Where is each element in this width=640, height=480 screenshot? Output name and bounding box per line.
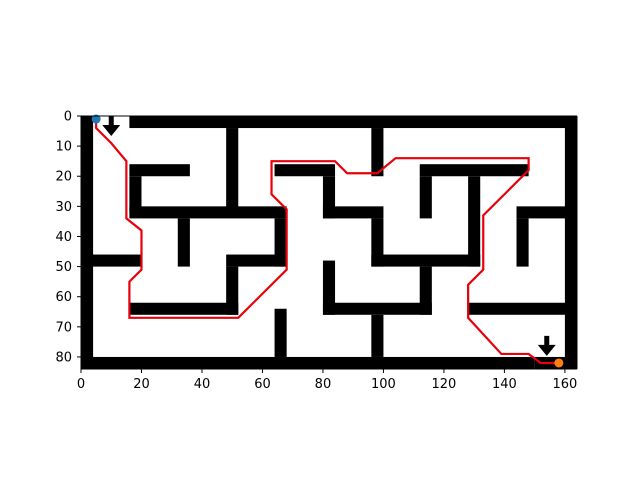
- x-tick-label: 160: [552, 377, 577, 392]
- y-tick-label: 80: [55, 350, 72, 365]
- x-tick-label: 0: [77, 377, 85, 392]
- end-marker: [554, 358, 563, 367]
- maze-wall-11: [275, 164, 335, 176]
- x-tick-label: 80: [315, 377, 332, 392]
- maze-wall-19: [517, 206, 577, 218]
- y-tick-label: 40: [55, 230, 72, 245]
- y-tick-label: 60: [55, 290, 72, 305]
- x-tick-label: 100: [371, 377, 396, 392]
- maze-wall-9: [129, 206, 286, 218]
- maze-wall-21: [178, 218, 190, 266]
- maze-wall-18: [371, 255, 480, 267]
- maze-wall-14: [420, 164, 529, 176]
- maze-wall-28: [420, 267, 432, 315]
- maze-wall-16: [468, 176, 480, 266]
- y-tick-label: 20: [55, 170, 72, 185]
- maze-wall-22: [81, 255, 141, 267]
- maze-wall-31: [371, 315, 383, 357]
- y-tick-label: 70: [55, 320, 72, 335]
- maze-wall-23: [226, 255, 286, 267]
- maze-wall-7: [129, 164, 189, 176]
- maze-wall-0: [81, 116, 93, 369]
- maze-wall-20: [517, 218, 529, 266]
- y-tick-label: 10: [55, 140, 72, 155]
- maze-wall-30: [275, 309, 287, 357]
- maze-wall-29: [468, 303, 577, 315]
- maze-wall-2: [129, 116, 577, 128]
- maze-wall-1: [565, 116, 577, 369]
- x-tick-label: 20: [133, 377, 150, 392]
- maze-wall-15: [420, 176, 432, 218]
- x-tick-label: 140: [492, 377, 517, 392]
- y-tick-label: 30: [55, 200, 72, 215]
- maze-wall-27: [323, 303, 432, 315]
- maze-wall-5: [226, 128, 238, 212]
- x-tick-label: 120: [432, 377, 457, 392]
- y-tick-label: 0: [64, 110, 72, 125]
- x-tick-label: 60: [254, 377, 271, 392]
- y-tick-label: 50: [55, 260, 72, 275]
- maze-wall-25: [129, 303, 238, 315]
- maze-wall-3: [81, 357, 535, 369]
- maze-wall-13: [323, 206, 383, 218]
- x-tick-label: 40: [194, 377, 211, 392]
